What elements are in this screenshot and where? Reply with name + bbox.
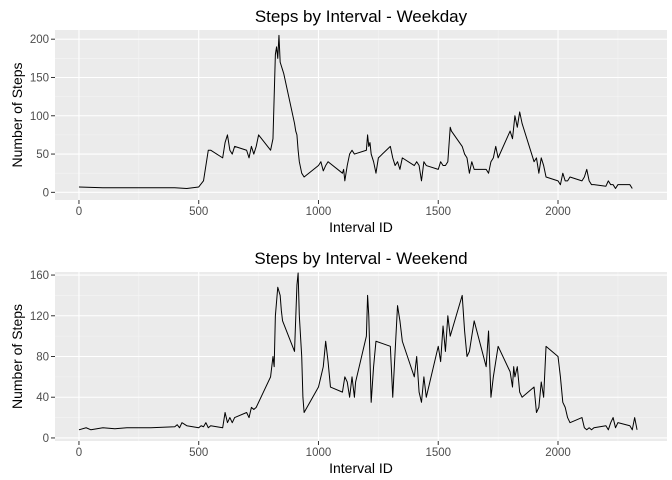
chart0-x-axis-label: Interval ID xyxy=(329,219,393,235)
chart0-series-line-0 xyxy=(78,34,633,190)
weekend-chart: 0 500 1000 1500 2000 0 40 80 120 160 Steps by Inte… xyxy=(9,249,667,476)
chart1-series-line-0 xyxy=(78,272,638,431)
chart1-y-tick-label: 40 xyxy=(36,392,49,404)
chart0-x-tick-label: 0 xyxy=(76,206,82,218)
weekday-chart: 0 500 1000 1500 2000 0 50 100 150 200 Steps by Int… xyxy=(9,7,667,235)
chart0-y-tick-label: 200 xyxy=(30,34,49,46)
chart1-x-tick-label: 500 xyxy=(189,447,208,459)
chart0-x-tick-label: 2000 xyxy=(545,206,571,218)
chart1-x-tick-label: 2000 xyxy=(545,447,571,459)
chart0-y-tick-label: 0 xyxy=(43,187,49,199)
chart0-panel-background xyxy=(55,30,667,200)
chart0-title: Steps by Interval - Weekday xyxy=(255,7,468,26)
chart0-y-tick-label: 150 xyxy=(30,72,49,84)
chart0-x-tick-label: 1000 xyxy=(306,206,332,218)
chart0-x-tick-label: 1500 xyxy=(425,206,451,218)
chart1-y-tick-label: 120 xyxy=(30,311,49,323)
chart1-x-axis-label: Interval ID xyxy=(329,460,393,476)
chart1-y-tick-label: 80 xyxy=(36,352,49,364)
chart1-y-tick-label: 0 xyxy=(43,433,49,445)
chart0-y-tick-label: 50 xyxy=(36,149,49,161)
chart1-x-tick-label: 1500 xyxy=(425,447,451,459)
chart1-title: Steps by Interval - Weekend xyxy=(254,249,467,268)
chart0-x-tick-label: 500 xyxy=(189,206,208,218)
chart1-x-tick-label: 0 xyxy=(76,447,82,459)
chart0-y-axis-label: Number of Steps xyxy=(9,62,25,167)
chart1-y-tick-label: 160 xyxy=(30,270,49,282)
chart1-x-tick-label: 1000 xyxy=(306,447,332,459)
chart1-y-axis-label: Number of Steps xyxy=(9,304,25,409)
chart0-y-tick-label: 100 xyxy=(30,111,49,123)
